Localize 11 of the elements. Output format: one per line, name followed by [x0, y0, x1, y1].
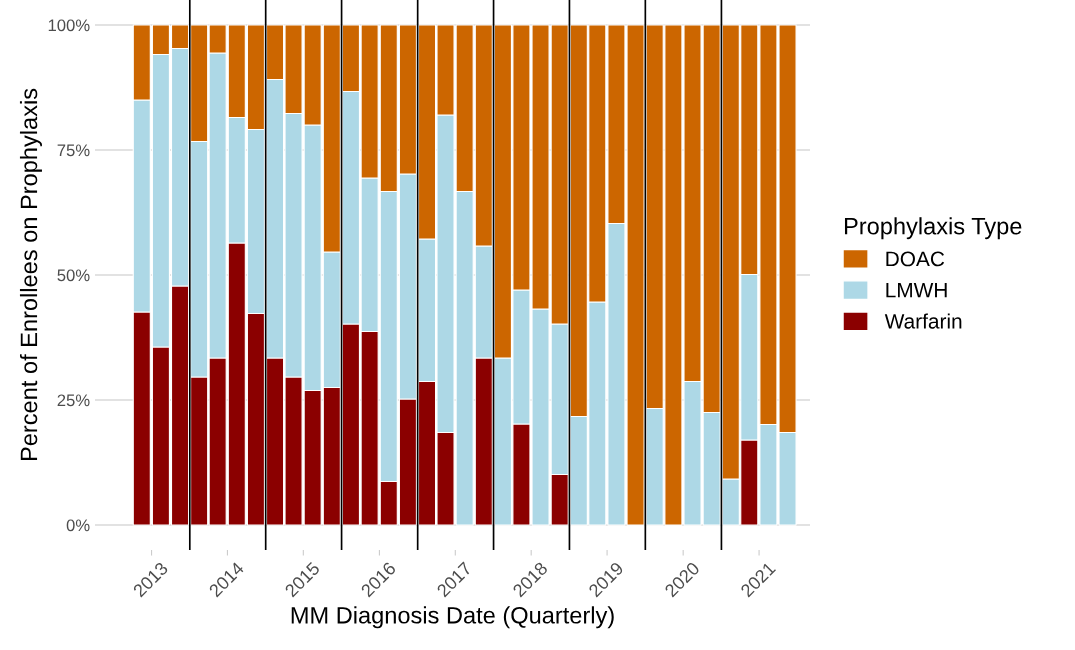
- y-tick-label: 0%: [66, 519, 90, 532]
- legend-title: Prophylaxis Type: [844, 217, 1022, 240]
- x-axis-title: MM Diagnosis Date (Quarterly): [291, 606, 614, 629]
- y-tick-label: 75%: [57, 144, 90, 157]
- legend-label: DOAC: [886, 251, 945, 267]
- legend-label: Warfarin: [884, 313, 962, 329]
- y-tick-label: 25%: [57, 394, 90, 407]
- y-axis-title: Percent of Enrollees on Prophylaxis: [19, 88, 42, 461]
- y-tick-label: 50%: [57, 269, 90, 282]
- y-tick-label: 100%: [48, 19, 90, 32]
- legend-label: LMWH: [886, 282, 947, 298]
